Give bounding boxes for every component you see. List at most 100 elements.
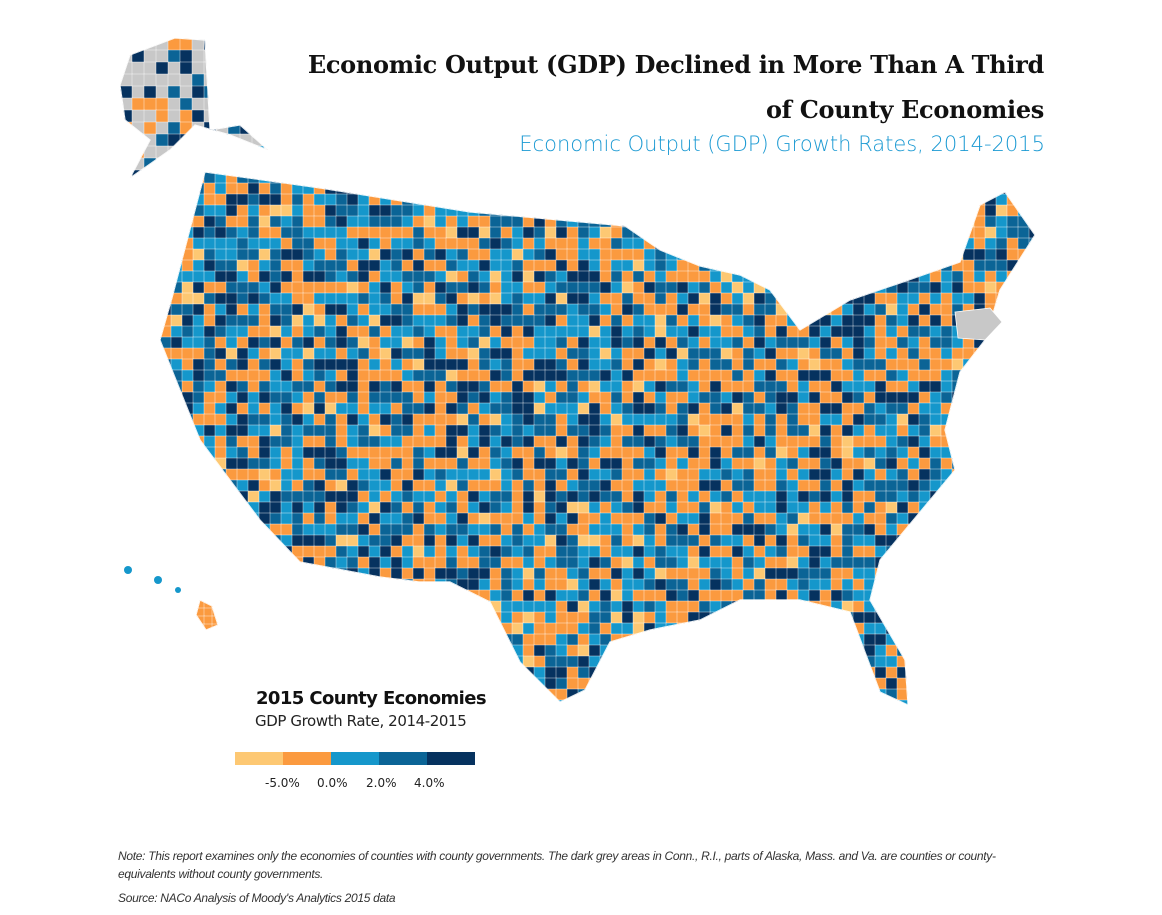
county-cell — [544, 589, 557, 602]
county-cell — [643, 589, 656, 602]
county-cell — [313, 325, 326, 338]
county-cell — [654, 556, 667, 569]
county-cell — [170, 699, 183, 705]
county-cell — [764, 314, 777, 327]
county-cell — [962, 468, 975, 481]
county-cell — [269, 523, 282, 536]
county-cell — [263, 109, 268, 123]
county-cell — [500, 699, 513, 705]
county-cell — [1017, 215, 1030, 228]
county-cell — [819, 622, 832, 635]
county-cell — [676, 666, 689, 679]
county-cell — [247, 402, 260, 415]
county-cell — [577, 248, 590, 261]
county-cell — [588, 677, 601, 690]
county-cell — [885, 248, 898, 261]
county-cell — [1017, 292, 1030, 305]
county-cell — [742, 490, 755, 503]
county-cell — [951, 578, 964, 591]
county-cell — [852, 325, 865, 338]
county-cell — [346, 534, 359, 547]
county-cell — [181, 182, 194, 195]
county-cell — [555, 457, 568, 470]
county-cell — [544, 380, 557, 393]
county-cell — [445, 413, 458, 426]
county-cell — [445, 600, 458, 613]
county-cell — [742, 479, 755, 492]
county-cell — [797, 622, 810, 635]
county-cell — [643, 248, 656, 261]
county-cell — [610, 688, 623, 701]
county-cell — [302, 336, 315, 349]
county-cell — [1028, 644, 1035, 657]
county-cell — [192, 413, 205, 426]
county-cell — [160, 402, 172, 415]
county-cell — [962, 281, 975, 294]
county-cell — [456, 490, 469, 503]
county-cell — [621, 391, 634, 404]
county-cell — [533, 358, 546, 371]
county-cell — [434, 666, 447, 679]
county-cell — [610, 380, 623, 393]
county-cell — [434, 314, 447, 327]
county-cell — [852, 677, 865, 690]
county-cell — [764, 347, 777, 360]
county-cell — [511, 204, 524, 217]
county-cell — [764, 259, 777, 272]
county-cell — [621, 292, 634, 305]
county-cell — [368, 347, 381, 360]
county-cell — [995, 292, 1008, 305]
county-cell — [863, 501, 876, 514]
county-cell — [511, 215, 524, 228]
county-cell — [907, 644, 920, 657]
county-cell — [775, 600, 788, 613]
county-cell — [808, 193, 821, 206]
county-cell — [973, 490, 986, 503]
county-cell — [236, 589, 249, 602]
county-cell — [1028, 226, 1035, 239]
county-cell — [412, 369, 425, 382]
county-cell — [269, 578, 282, 591]
county-cell — [160, 193, 172, 206]
county-cell — [643, 600, 656, 613]
county-cell — [412, 314, 425, 327]
county-cell — [764, 611, 777, 624]
county-cell — [819, 226, 832, 239]
county-cell — [951, 402, 964, 415]
county-cell — [555, 644, 568, 657]
county-cell — [258, 336, 271, 349]
county-cell — [1028, 556, 1035, 569]
county-cell — [929, 688, 942, 701]
county-cell — [379, 457, 392, 470]
county-cell — [918, 611, 931, 624]
county-cell — [665, 534, 678, 547]
county-cell — [874, 666, 887, 679]
county-cell — [940, 270, 953, 283]
county-cell — [511, 226, 524, 239]
county-cell — [225, 358, 238, 371]
county-cell — [203, 468, 216, 481]
county-cell — [940, 699, 953, 705]
county-cell — [621, 193, 634, 206]
county-cell — [160, 391, 172, 404]
county-cell — [280, 172, 293, 184]
county-cell — [665, 446, 678, 459]
county-cell — [852, 479, 865, 492]
county-cell — [951, 644, 964, 657]
county-cell — [940, 501, 953, 514]
county-cell — [896, 303, 909, 316]
county-cell — [863, 556, 876, 569]
county-cell — [599, 237, 612, 250]
county-cell — [236, 523, 249, 536]
county-cell — [368, 204, 381, 217]
county-cell — [192, 512, 205, 525]
county-cell — [830, 424, 843, 437]
county-cell — [247, 259, 260, 272]
county-cell — [786, 237, 799, 250]
county-cell — [698, 600, 711, 613]
county-cell — [951, 347, 964, 360]
county-cell — [379, 369, 392, 382]
county-cell — [654, 699, 667, 705]
county-cell — [160, 292, 172, 305]
county-cell — [852, 347, 865, 360]
